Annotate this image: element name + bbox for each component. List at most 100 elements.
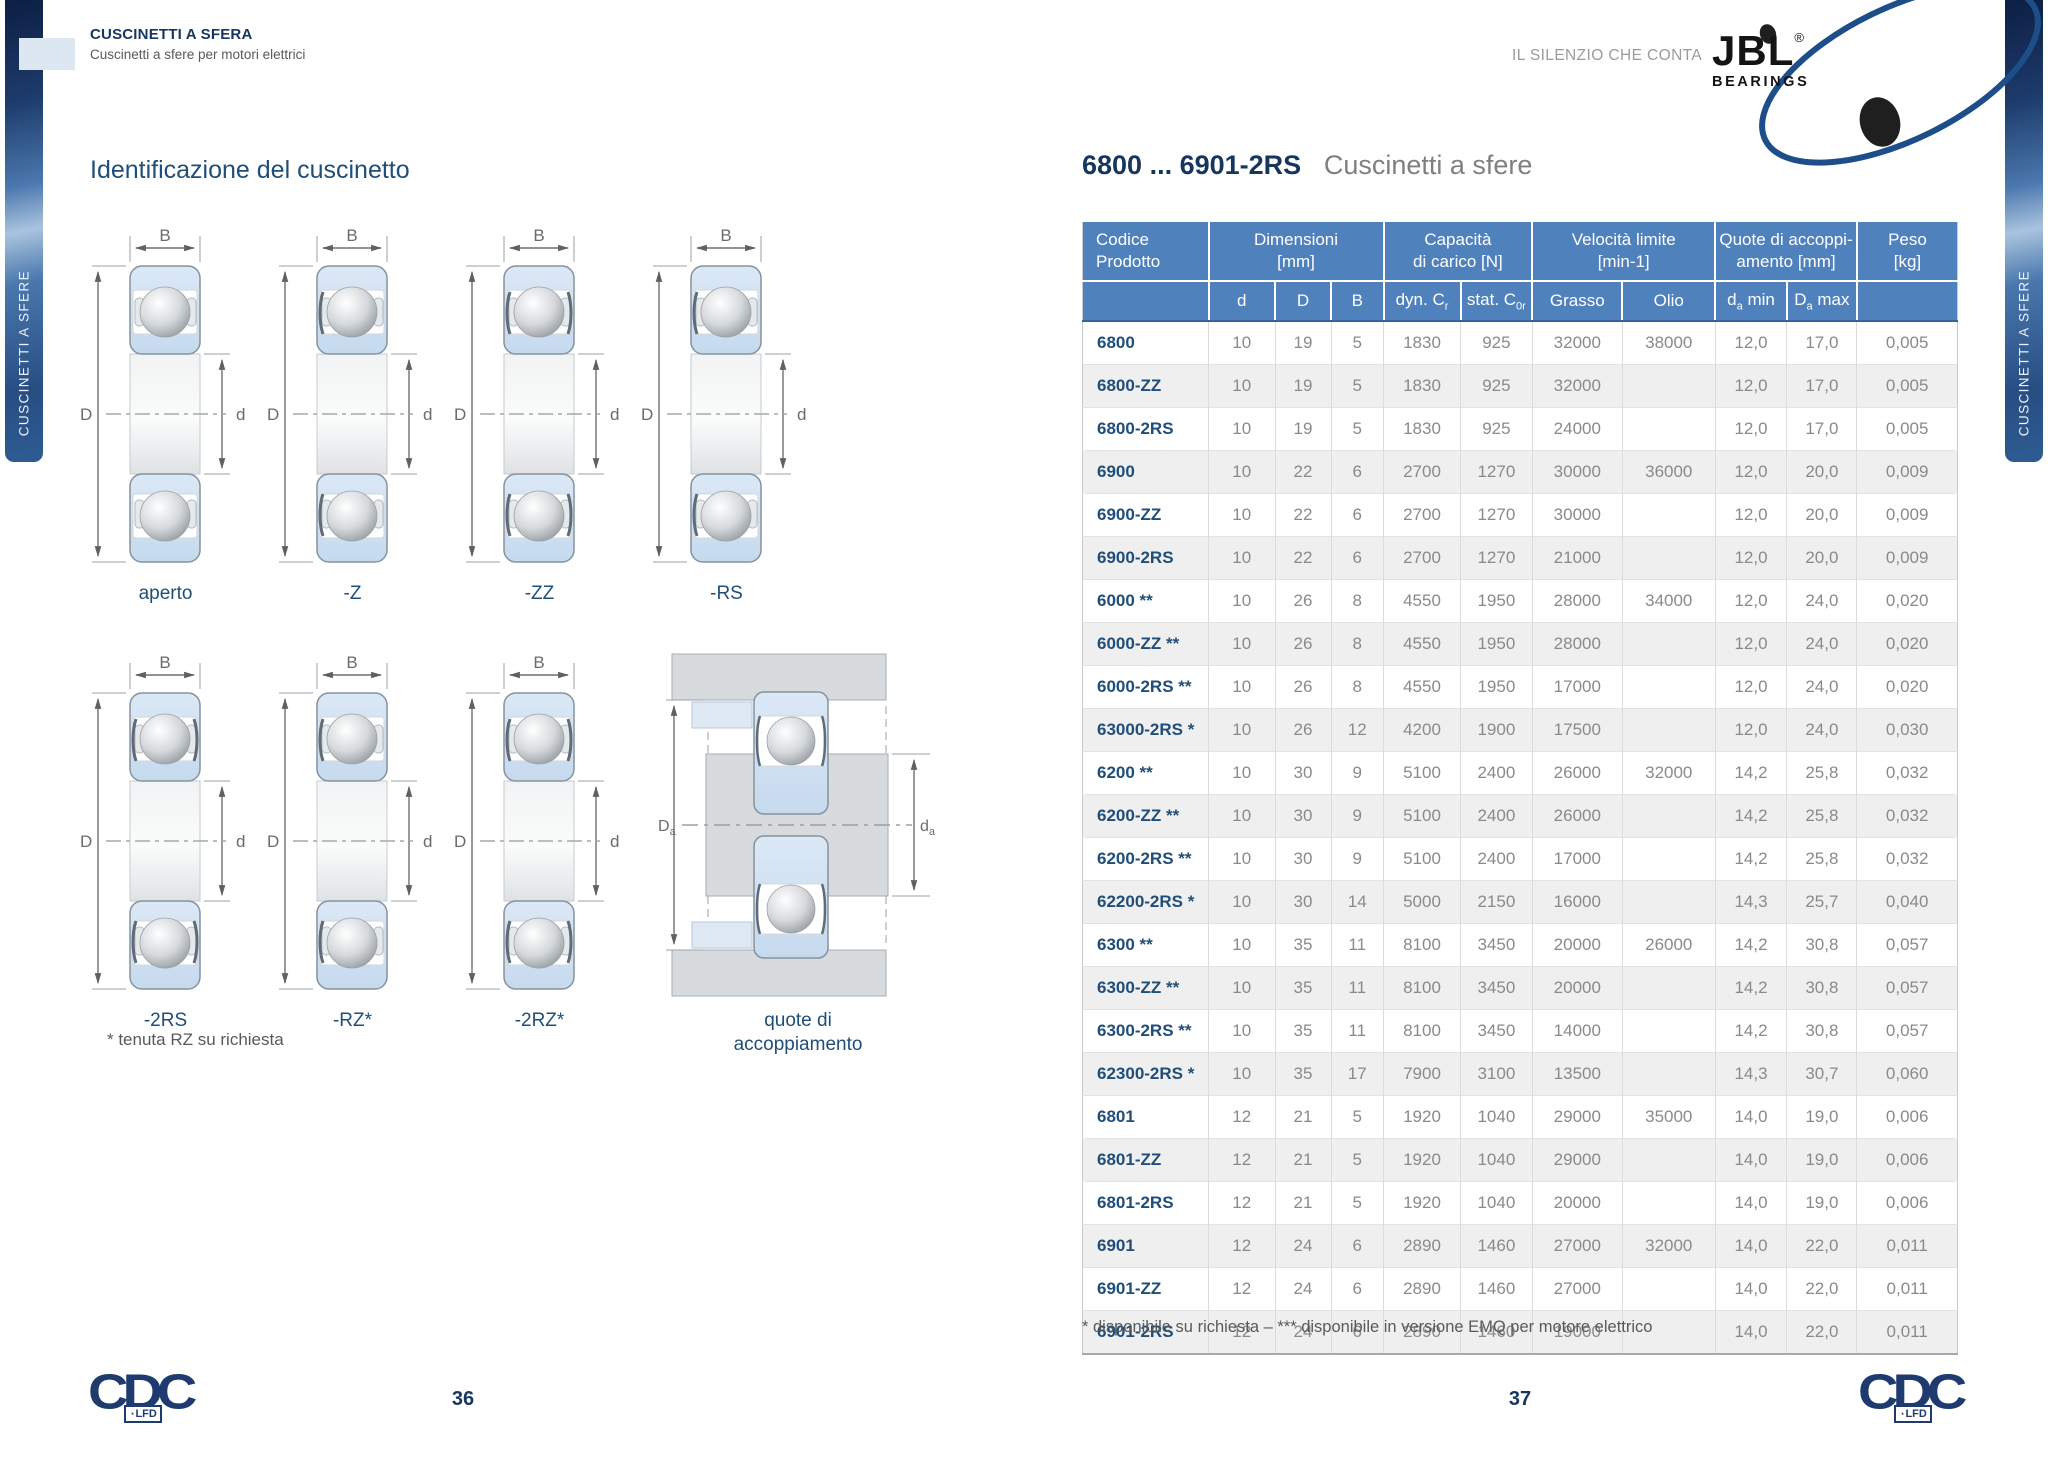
table-cell: 10 bbox=[1208, 880, 1276, 924]
table-cell: 10 bbox=[1208, 665, 1276, 709]
table-cell: 0,030 bbox=[1856, 708, 1958, 752]
table-row: 6801-2RS 12 21 5 1920 1040 20000 14,0 19,0 0,006 bbox=[1082, 1181, 1958, 1225]
spec-table-wrap: Codice Prodotto Dimensioni [mm] Capacità di c… bbox=[1082, 222, 1958, 1355]
table-cell: 1830 bbox=[1383, 321, 1461, 365]
table-cell: 22,0 bbox=[1786, 1267, 1858, 1311]
table-cell: 13500 bbox=[1532, 1052, 1623, 1096]
table-cell: 0,032 bbox=[1856, 837, 1958, 881]
table-cell: 1040 bbox=[1460, 1181, 1533, 1225]
table-cell: 20000 bbox=[1532, 966, 1623, 1010]
table-cell: 1830 bbox=[1383, 364, 1461, 408]
dim-label-B: B bbox=[720, 228, 731, 245]
dim-label-d: d bbox=[610, 405, 619, 424]
bearing-cross-section-drawing: B D d bbox=[454, 653, 619, 990]
table-cell: 2890 bbox=[1383, 1310, 1461, 1354]
table-cell: 32000 bbox=[1532, 321, 1623, 365]
right-footnote: * disponibile su richiesta – *** disponi… bbox=[1082, 1318, 1653, 1336]
table-cell: 30,8 bbox=[1786, 1009, 1858, 1053]
table-cell bbox=[1622, 622, 1716, 666]
table-cell: 0,005 bbox=[1856, 407, 1958, 451]
table-cell: 1040 bbox=[1460, 1095, 1533, 1139]
product-code: 6000-ZZ ** bbox=[1082, 622, 1209, 666]
table-cell: 22 bbox=[1275, 536, 1332, 580]
table-cell: 12,0 bbox=[1715, 708, 1788, 752]
table-cell: 30 bbox=[1275, 837, 1332, 881]
table-cell: 0,005 bbox=[1885, 333, 1929, 352]
table-cell: 19,0 bbox=[1786, 1181, 1858, 1225]
table-cell: 6 bbox=[1331, 536, 1384, 580]
column-group-header: Quote di accoppi-amento [mm] bbox=[1715, 222, 1858, 281]
chapter-tab-label: CUSCINETTI A SFERE bbox=[16, 269, 32, 436]
table-cell: 35 bbox=[1275, 1009, 1332, 1053]
dim-label-D: D bbox=[267, 405, 279, 424]
bearing-cross-section-drawing: B D d bbox=[454, 226, 619, 563]
table-cell: 22,0 bbox=[1786, 1224, 1858, 1268]
table-cell: 12 bbox=[1208, 1138, 1276, 1182]
table-cell: 5 bbox=[1331, 1181, 1384, 1225]
table-cell: 28000 bbox=[1532, 622, 1623, 666]
table-cell: 21 bbox=[1275, 1095, 1332, 1139]
table-cell: 17,0 bbox=[1786, 364, 1858, 408]
table-cell: 11 bbox=[1331, 923, 1384, 967]
product-family: Cuscinetti a sfere bbox=[1323, 150, 1533, 180]
table-cell: 12,0 bbox=[1715, 536, 1788, 580]
table-cell bbox=[1622, 1181, 1716, 1225]
table-cell: 30,7 bbox=[1786, 1052, 1858, 1096]
table-cell: 14,3 bbox=[1715, 880, 1788, 924]
table-cell: 12,0 bbox=[1715, 450, 1788, 494]
product-code: 6900 bbox=[1082, 450, 1209, 494]
diagram-label: -2RZ* bbox=[514, 1010, 565, 1031]
bearing-spec-table: Codice Prodotto Dimensioni [mm] Capacità di c… bbox=[1082, 222, 1958, 1355]
table-cell: 5 bbox=[1331, 321, 1384, 365]
table-cell: 1270 bbox=[1460, 536, 1533, 580]
dim-label-d: d bbox=[610, 832, 619, 851]
lfd-badge: LFD bbox=[1894, 1405, 1932, 1423]
table-row: 6900-ZZ 10 22 6 2700 1270 30000 12,0 20,0 0,009 bbox=[1082, 493, 1958, 537]
product-code: 6800-2RS bbox=[1082, 407, 1209, 451]
table-cell: 24,0 bbox=[1786, 579, 1858, 623]
table-cell: 4550 bbox=[1383, 622, 1461, 666]
right-page-title: 6800 ... 6901-2RS Cuscinetti a sfere bbox=[1082, 150, 1532, 181]
dim-label-da: da bbox=[920, 818, 936, 838]
diagram-label: -2RS bbox=[143, 1010, 188, 1031]
table-cell: 12 bbox=[1208, 1267, 1276, 1311]
product-code: 6801-2RS bbox=[1082, 1181, 1209, 1225]
table-cell: 12,0 bbox=[1715, 579, 1788, 623]
section-title: CUSCINETTI A SFERA bbox=[90, 26, 253, 43]
table-row: 6000 ** 10 26 8 4550 1950 28000 34000 12,0 24,0 0,… bbox=[1082, 579, 1958, 623]
table-cell: 36000 bbox=[1622, 450, 1716, 494]
table-cell: 21000 bbox=[1532, 536, 1623, 580]
column-sub-header: B bbox=[1331, 280, 1385, 322]
table-cell: 32000 bbox=[1622, 1224, 1716, 1268]
chapter-tab-left: CUSCINETTI A SFERE bbox=[5, 0, 43, 462]
table-cell: 25,8 bbox=[1786, 837, 1858, 881]
table-cell: 12,0 bbox=[1715, 407, 1788, 451]
product-code: 6300 ** bbox=[1082, 923, 1209, 967]
table-cell: 1920 bbox=[1383, 1095, 1461, 1139]
table-cell: 25,8 bbox=[1786, 751, 1858, 795]
table-cell: 25,7 bbox=[1786, 880, 1858, 924]
table-cell: 10 bbox=[1208, 1052, 1276, 1096]
table-cell: 12,0 bbox=[1715, 665, 1788, 709]
product-code: 6200-ZZ ** bbox=[1082, 794, 1209, 838]
table-cell: 0,057 bbox=[1856, 966, 1958, 1010]
table-cell: 10 bbox=[1208, 622, 1276, 666]
brand-tagline: IL SILENZIO CHE CONTA bbox=[1512, 47, 1703, 64]
table-cell: 1460 bbox=[1460, 1267, 1533, 1311]
table-cell: 14,0 bbox=[1715, 1138, 1788, 1182]
table-cell: 30,8 bbox=[1786, 923, 1858, 967]
table-cell: 38000 bbox=[1622, 321, 1716, 365]
table-cell: 17000 bbox=[1532, 665, 1623, 709]
product-code: 6801-ZZ bbox=[1082, 1138, 1209, 1182]
table-cell: 14,0 bbox=[1715, 1310, 1788, 1354]
table-cell: 29000 bbox=[1532, 1095, 1623, 1139]
table-cell bbox=[1622, 536, 1716, 580]
table-cell bbox=[1622, 708, 1716, 752]
product-code: 6801 bbox=[1082, 1095, 1209, 1139]
table-cell: 1460 bbox=[1460, 1310, 1533, 1354]
table-cell: 10 bbox=[1208, 837, 1276, 881]
